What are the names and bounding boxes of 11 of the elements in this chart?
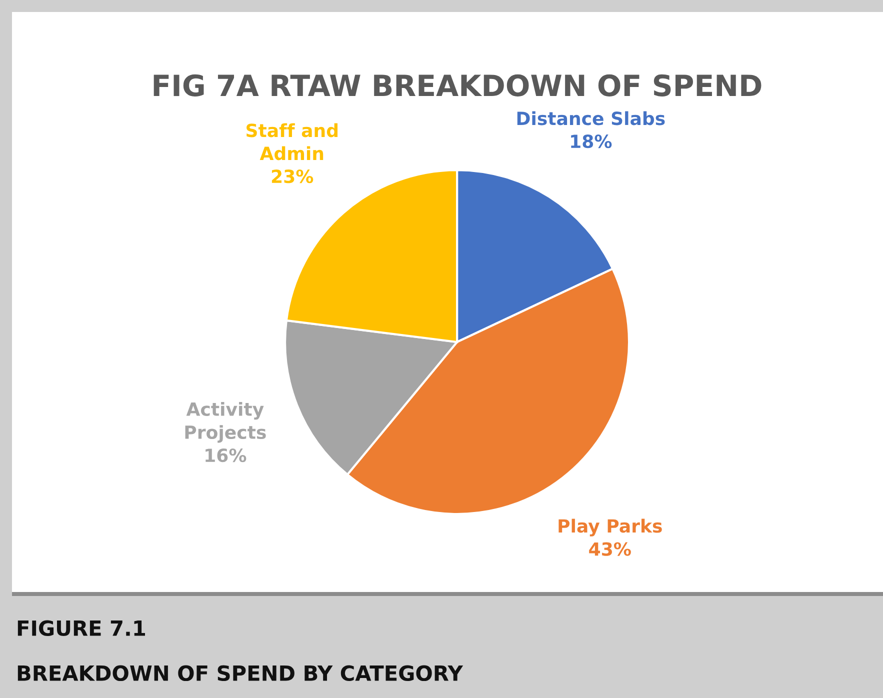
data-label: 16%: [206, 448, 246, 462]
data-label: 23%: [272, 170, 314, 184]
caption: FIGURE 7.1: [18, 620, 145, 636]
slice-label: Staff and Admin: [246, 123, 338, 160]
slice-label: Activity Projects: [185, 402, 266, 443]
data-label: 43%: [589, 542, 631, 556]
slice-label: Distance Slabs: [517, 111, 665, 126]
chart-title: FIG 7A RTAW BREAKDOWN OF SPEND: [154, 74, 762, 96]
slice-label: Play Parks: [558, 518, 662, 536]
text: BREAKDOWN OF SPEND BY CATEGORY: [18, 665, 464, 682]
data-label: 18%: [571, 134, 612, 148]
